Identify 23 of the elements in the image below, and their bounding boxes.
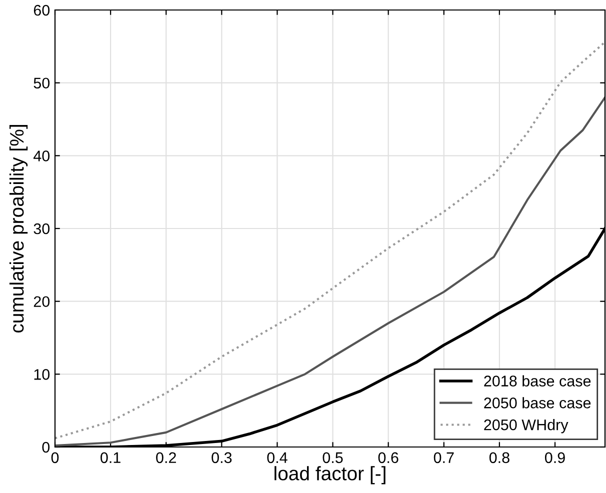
- legend-label: 2050 base case: [484, 397, 591, 408]
- y-tick-label: 20: [34, 296, 50, 308]
- legend-label: 2050 WHdry: [484, 419, 568, 434]
- x-tick-label: 0.9: [544, 452, 565, 464]
- x-tick-label: 0.2: [156, 452, 176, 464]
- line-series: [55, 41, 605, 440]
- x-tick-label: 0.7: [434, 452, 454, 464]
- x-tick-label: 0.1: [100, 452, 120, 464]
- x-axis-title: load factor [-]: [274, 466, 386, 484]
- x-tick-label: 0.4: [267, 452, 288, 464]
- y-axis-title: cumulative proability [%]: [9, 125, 28, 332]
- legend-label: 2018 base case: [484, 375, 591, 386]
- x-tick-label: 0.8: [489, 452, 510, 464]
- y-tick-label: 60: [34, 4, 50, 16]
- y-tick-label: 50: [34, 78, 50, 89]
- y-tick-label: 40: [34, 150, 50, 162]
- y-tick-label: 0: [42, 442, 50, 453]
- x-tick-label: 0.5: [322, 452, 343, 464]
- y-tick-label: 30: [34, 223, 50, 234]
- x-tick-label: 0.6: [378, 452, 398, 464]
- x-tick-label: 0: [51, 452, 59, 464]
- x-tick-label: 0.3: [212, 452, 232, 464]
- y-tick-label: 10: [34, 369, 50, 380]
